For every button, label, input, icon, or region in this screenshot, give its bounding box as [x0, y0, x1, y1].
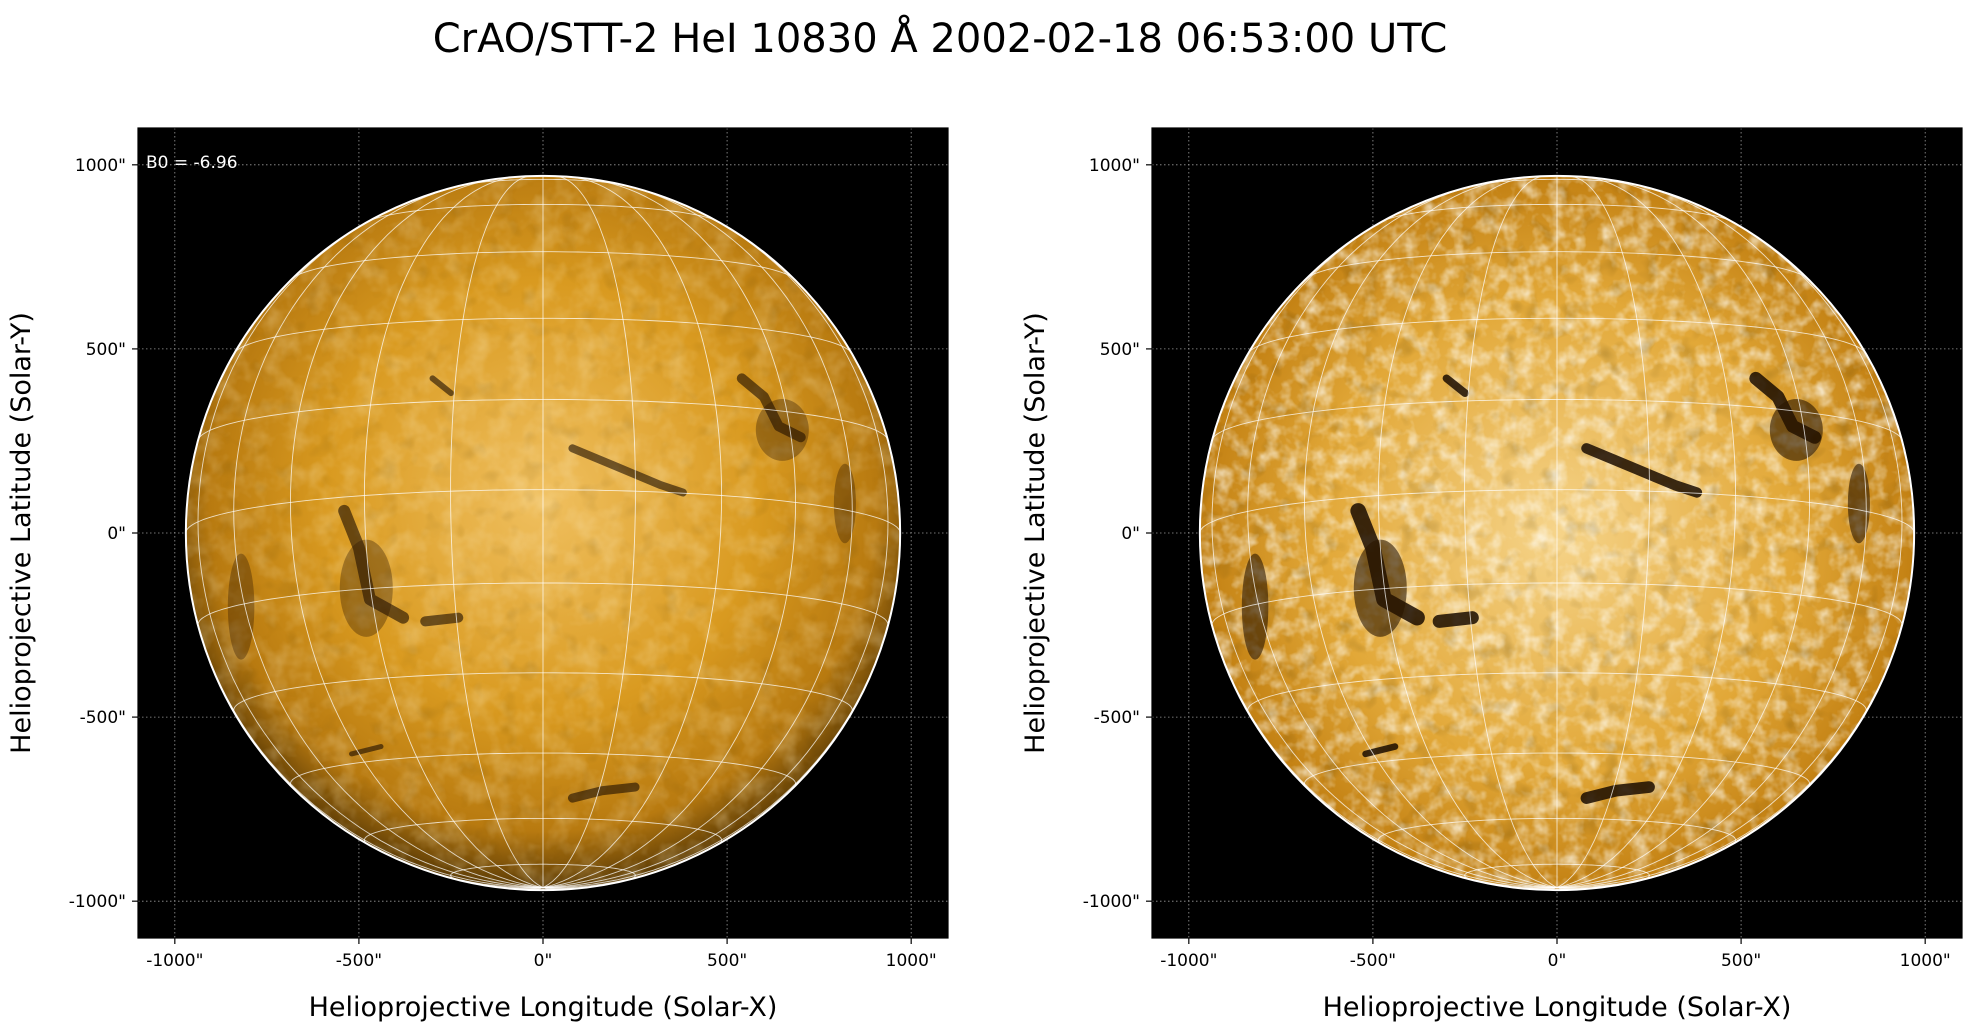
filament-feature — [1362, 743, 1399, 758]
x-tick-label: 1000" — [886, 951, 937, 971]
meridian-line — [1247, 183, 1558, 888]
figure-title: CrAO/STT-2 HeI 10830 Å 2002-02-18 06:53:… — [433, 14, 1448, 62]
parallel-line — [292, 251, 794, 279]
dark-region — [1241, 553, 1269, 660]
dark-region — [1769, 398, 1823, 461]
parallel-line — [197, 582, 889, 625]
map-panel-right: -1000" 1000" -500" 500" 0" 0" 500" -500" 1000" -1… — [1020, 127, 1963, 1023]
meridian-line — [1556, 175, 1650, 888]
meridian-line — [1377, 176, 1558, 888]
meridian-line — [542, 209, 889, 888]
filament-feature — [1432, 611, 1479, 628]
filament-feature — [1580, 781, 1655, 804]
y-tick-label: -500" — [80, 708, 126, 728]
meridian-line — [542, 178, 796, 888]
b0-annotation: B0 = -6.96 — [146, 153, 238, 173]
y-tick-label: 0" — [1121, 524, 1140, 544]
x-tick-label: 0" — [1548, 951, 1567, 971]
parallel-line — [233, 672, 853, 714]
dark-region — [755, 398, 809, 461]
parallel-line — [450, 863, 636, 881]
meridian-line — [1464, 175, 1558, 888]
meridian-line — [1556, 176, 1737, 888]
x-axis-label: Helioprojective Longitude (Solar-X) — [309, 992, 778, 1023]
filament-feature — [349, 744, 384, 757]
meridian-line — [233, 183, 544, 888]
x-tick-label: -1000" — [146, 951, 203, 971]
meridian-line — [197, 209, 544, 888]
parallel-line — [1377, 817, 1737, 845]
y-tick-label: 0" — [107, 524, 126, 544]
x-tick-label: 0" — [534, 951, 553, 971]
parallel-line — [1211, 398, 1903, 440]
parallel-line — [1383, 203, 1731, 222]
filament-feature — [1581, 443, 1703, 498]
dark-region — [339, 539, 393, 637]
parallel-line — [290, 752, 796, 788]
parallel-line — [1464, 863, 1650, 881]
parallel-line — [1247, 672, 1867, 714]
meridian-line — [363, 176, 544, 888]
dark-region — [833, 463, 856, 544]
x-axis-label: Helioprojective Longitude (Solar-X) — [1323, 992, 1792, 1023]
x-tick-label: 1000" — [1900, 951, 1951, 971]
parallel-line — [197, 398, 889, 440]
y-tick-label: -1000" — [69, 892, 126, 912]
filament-feature — [420, 612, 464, 627]
parallel-line — [461, 178, 625, 186]
parallel-line — [1211, 582, 1903, 625]
y-tick-label: -1000" — [1083, 892, 1140, 912]
y-tick-label: 1000" — [75, 156, 126, 176]
parallel-line — [1306, 251, 1808, 279]
parallel-line — [369, 203, 717, 222]
meridian-line — [1556, 178, 1810, 888]
dark-region — [1847, 463, 1870, 544]
meridian-line — [1556, 183, 1867, 888]
solar-limb — [1198, 174, 1916, 892]
meridian-line — [1304, 178, 1558, 888]
meridian-line — [1556, 209, 1903, 888]
filament-feature — [429, 375, 454, 397]
parallel-line — [1475, 178, 1639, 186]
meridian-line — [290, 178, 544, 888]
filament-feature — [338, 504, 410, 624]
y-tick-label: 1000" — [1089, 156, 1140, 176]
solar-limb — [184, 174, 902, 892]
meridian-line — [1211, 209, 1558, 888]
parallel-line — [185, 489, 901, 534]
filament-feature — [1442, 374, 1469, 397]
parallel-line — [363, 817, 723, 845]
parallel-line — [1199, 489, 1915, 534]
filament-feature — [567, 782, 640, 803]
parallel-line — [1304, 752, 1810, 788]
dark-region — [1353, 539, 1407, 637]
dark-region — [227, 553, 255, 660]
meridian-line — [542, 183, 853, 888]
x-tick-label: -500" — [336, 951, 382, 971]
x-tick-label: -1000" — [1160, 951, 1217, 971]
parallel-line — [235, 317, 851, 353]
y-tick-label: 500" — [86, 340, 126, 360]
y-axis-label: Helioprojective Latitude (Solar-Y) — [1020, 312, 1051, 754]
x-tick-label: -500" — [1350, 951, 1396, 971]
filament-feature — [568, 444, 687, 497]
y-tick-label: -500" — [1094, 708, 1140, 728]
parallel-line — [1249, 317, 1865, 353]
meridian-line — [542, 176, 723, 888]
y-axis-label: Helioprojective Latitude (Solar-Y) — [6, 312, 37, 754]
meridian-line — [450, 175, 544, 888]
filament-feature — [736, 373, 806, 443]
x-tick-label: 500" — [1721, 951, 1761, 971]
y-tick-label: 500" — [1100, 340, 1140, 360]
meridian-line — [542, 175, 636, 888]
map-panel-left: -1000" 1000" -500" 500" 0" 0" 500" -500" 1000" -1… — [6, 127, 949, 1023]
x-tick-label: 500" — [707, 951, 747, 971]
